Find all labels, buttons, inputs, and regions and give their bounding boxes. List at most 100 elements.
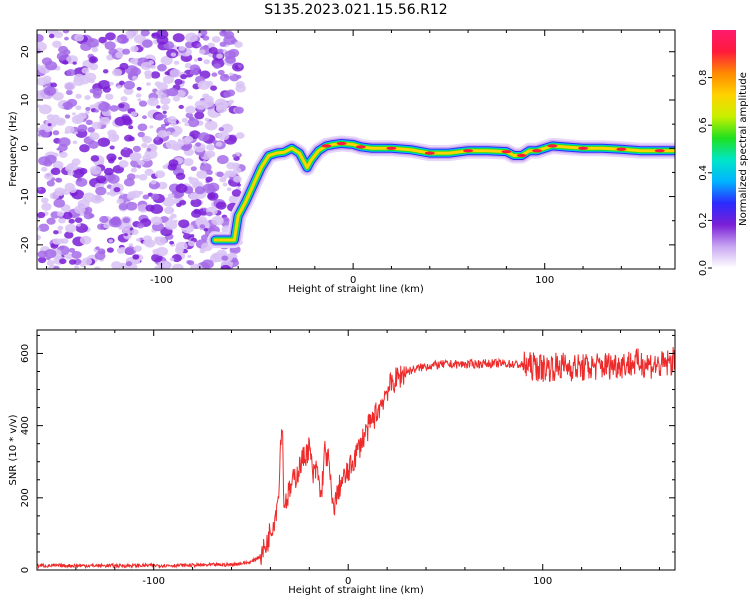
spectrogram-noise-blob — [137, 98, 142, 102]
spectrogram-noise-blob — [46, 114, 55, 121]
spectrogram-noise-blob — [226, 162, 236, 170]
spectrogram-noise-blob — [235, 84, 246, 93]
spectrogram-noise-blob — [116, 247, 126, 254]
spectrogram-noise-blob — [56, 211, 65, 217]
y-tick-label: 20 — [20, 45, 31, 58]
spectrogram-noise-blob — [162, 197, 175, 207]
spectrogram-noise-blob — [138, 174, 148, 181]
spectrogram-noise-blob — [142, 194, 150, 200]
spectrogram-noise-blob — [53, 198, 66, 208]
spectrogram-noise-blob — [73, 131, 78, 135]
spectrogram-noise-blob — [208, 53, 213, 58]
spectrogram-noise-blob — [203, 208, 207, 212]
spectrogram-noise-blob — [125, 246, 137, 255]
spectrogram-noise-blob — [62, 30, 70, 34]
y-tick-label: -20 — [20, 237, 31, 253]
spectrogram-noise-blob — [175, 183, 188, 193]
spectrogram-noise-blob — [136, 222, 145, 229]
spectrogram-noise-blob — [59, 258, 67, 265]
spectrogram-noise-blob — [52, 40, 62, 48]
spectrogram-noise-blob — [219, 74, 230, 82]
spectrogram-noise-blob — [131, 75, 138, 81]
ridge-peak — [336, 141, 347, 146]
spectrogram-noise-blob — [204, 117, 210, 122]
spectrogram-noise-blob — [53, 265, 60, 269]
spectrogram-noise-blob — [89, 165, 102, 175]
spectrogram-noise-blob — [57, 217, 66, 224]
ridge-peak — [547, 144, 558, 148]
spectrogram-noise-blob — [149, 125, 154, 129]
ridge-peak — [321, 144, 332, 148]
spectrogram-noise-blob — [142, 115, 148, 120]
y-tick-label: 200 — [20, 488, 31, 507]
spectrogram-noise-blob — [114, 116, 127, 127]
spectrogram-noise-blob — [62, 60, 69, 65]
spectrogram-noise-blob — [68, 247, 76, 253]
spectrogram-noise-blob — [88, 140, 99, 149]
spectrogram-noise-blob — [160, 55, 173, 66]
spectrogram-noise-blob — [178, 104, 184, 110]
spectrogram-noise-blob — [109, 81, 114, 86]
spectrogram-noise-blob — [71, 114, 84, 125]
spectrogram-noise-blob — [221, 123, 234, 133]
spectrogram-noise-blob — [46, 260, 55, 267]
spectrogram-noise-blob — [169, 208, 175, 213]
spectrogram-noise-blob — [194, 100, 208, 110]
spectrogram-noise-blob — [37, 104, 42, 108]
spectrogram-noise-blob — [107, 174, 120, 184]
spectrogram-noise-blob — [116, 85, 122, 89]
spectrogram-noise-blob — [95, 186, 107, 196]
spectrogram-noise-blob — [132, 254, 140, 260]
spectrogram-noise-blob — [125, 261, 133, 267]
spectrogram-noise-blob — [203, 44, 209, 49]
colorbar-label: Normalized spectral amplitude — [738, 72, 749, 226]
spectrogram-noise-blob — [37, 41, 47, 52]
spectrogram-noise-blob — [84, 95, 91, 101]
spectrogram-noise-blob — [206, 169, 213, 175]
spectrogram-noise-blob — [130, 167, 138, 173]
spectrogram-noise-blob — [72, 140, 78, 145]
spectrogram-noise-blob — [119, 62, 129, 70]
snr-panel: -100 0 100 0 200 400 600 Height of straight li… — [8, 329, 676, 596]
spectrogram-noise-blob — [220, 264, 231, 269]
ridge-peak — [578, 146, 589, 150]
spectrogram-noise-blob — [118, 156, 123, 160]
spectrogram-noise-blob — [215, 201, 227, 210]
spectrogram-noise-blob — [197, 132, 210, 142]
spectrogram-noise-blob — [197, 57, 203, 62]
spectrogram-noise-blob — [64, 114, 71, 119]
colorbar-bar — [712, 30, 736, 268]
spectrogram-noise-blob — [236, 183, 241, 187]
spectrogram-noise-blob — [197, 32, 202, 37]
spectrogram-noise-blob — [237, 64, 242, 68]
spectrogram-noise-blob — [64, 223, 77, 233]
spectrogram-noise-blob — [91, 47, 99, 53]
spectrogram-noise-blob — [164, 220, 178, 230]
spectrogram-noise-blob — [165, 131, 172, 137]
spectrogram-noise-blob — [72, 61, 77, 65]
spectrogram-noise-blob — [136, 165, 142, 169]
spectrogram-noise-blob — [202, 93, 210, 99]
ridge-peak — [516, 153, 527, 158]
spectrogram-noise-blob — [44, 127, 51, 133]
snr-ylabel: SNR (10 * v/v) — [8, 414, 19, 485]
spectrogram-noise-blob — [81, 67, 90, 74]
spectrogram-noise-blob — [64, 125, 75, 134]
spectrogram-noise-blob — [199, 224, 206, 229]
spectrogram-noise-blob — [135, 93, 142, 98]
spectrogram-noise-blob — [155, 113, 165, 121]
spectrogram-noise-blob — [68, 218, 75, 224]
spectrogram-noise-blob — [206, 143, 215, 151]
spectrogram-noise-blob — [130, 58, 139, 65]
spectrogram-noise-blob — [40, 197, 49, 204]
spectrogram-noise-blob — [150, 71, 161, 79]
spectrogram-noise-blob — [187, 95, 193, 100]
spectrogram-noise-blob — [47, 123, 52, 127]
spectrogram-noise-blob — [53, 152, 59, 157]
x-tick-label: -100 — [150, 275, 173, 286]
x-tick-label: 0 — [350, 275, 356, 286]
spectrogram-noise-blob — [102, 69, 109, 74]
spectrogram-noise-blob — [211, 187, 217, 192]
